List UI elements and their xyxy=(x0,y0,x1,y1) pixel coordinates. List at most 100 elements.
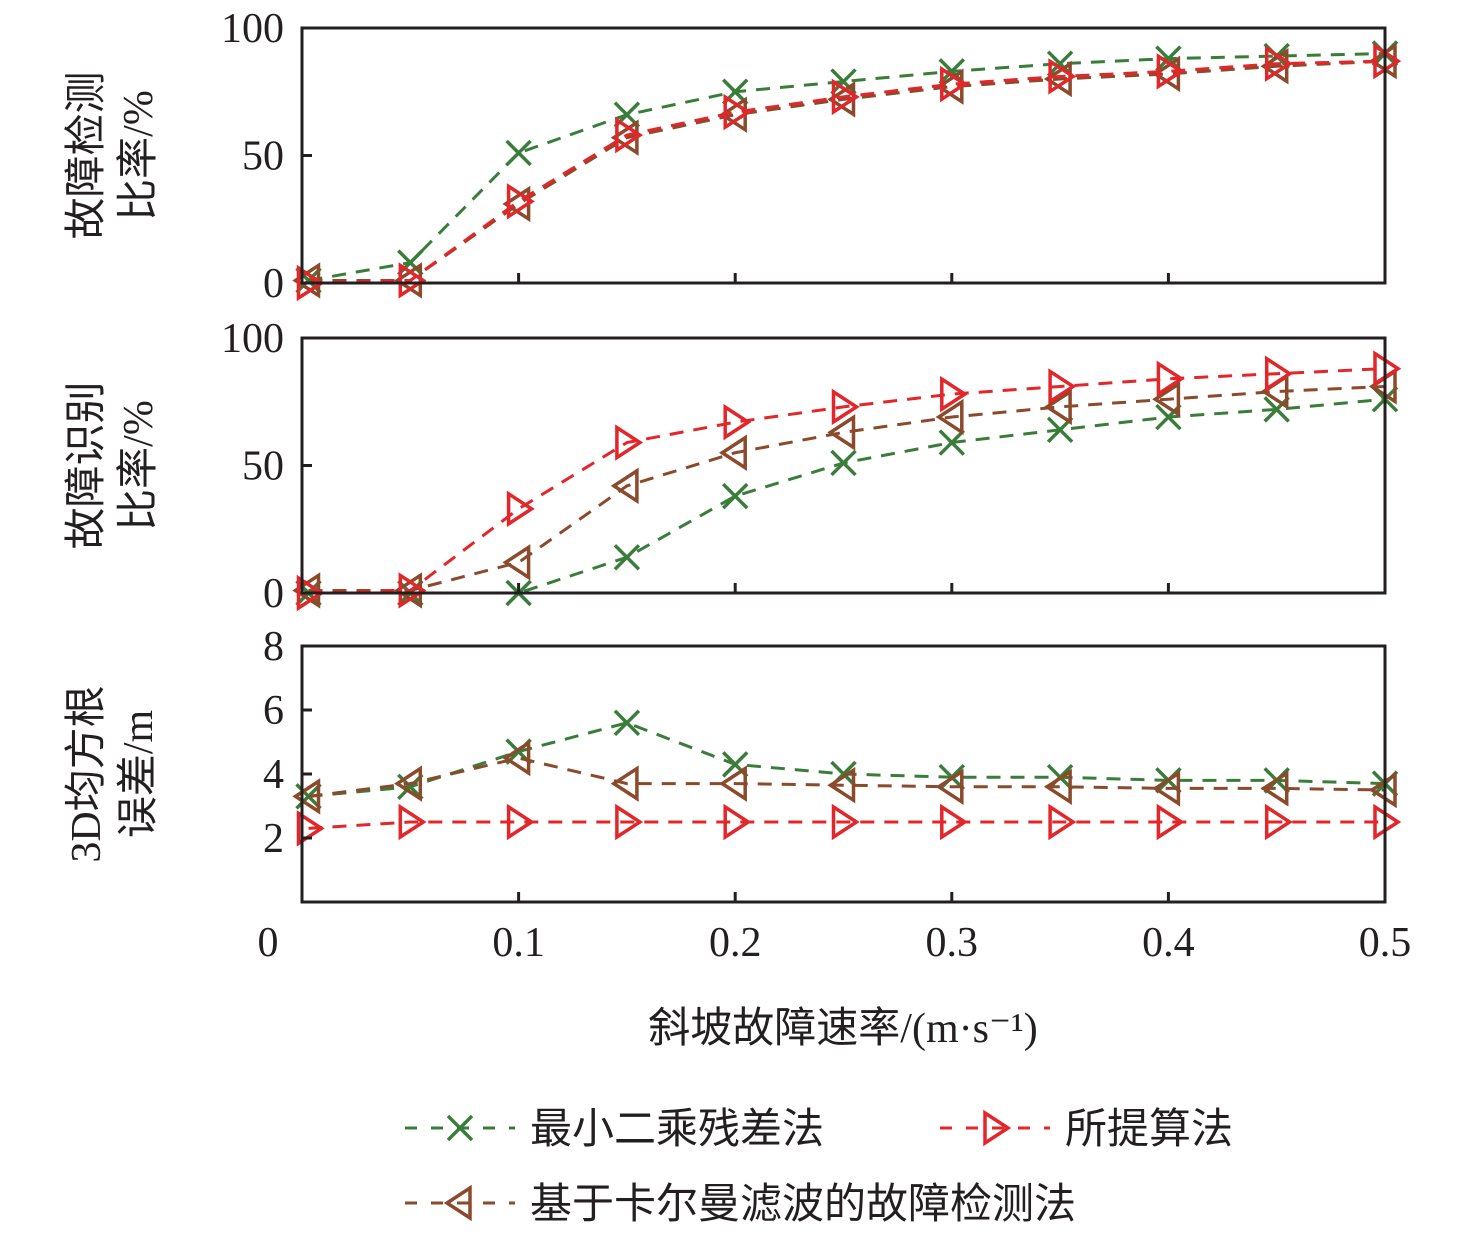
data-point-ls xyxy=(721,751,749,778)
data-point-prop xyxy=(615,116,644,154)
data-point-prop xyxy=(723,93,752,131)
series-line-prop xyxy=(308,820,1385,830)
y-tick-label: 100 xyxy=(221,6,284,52)
data-point-ls xyxy=(830,68,857,95)
data-point-prop xyxy=(1156,360,1185,398)
data-point-kf xyxy=(610,765,639,802)
series-line-ls xyxy=(308,721,1386,798)
data-point-prop xyxy=(1264,803,1293,841)
y-axis-title: 故障识别 xyxy=(64,381,110,549)
data-point-ls xyxy=(1263,396,1290,423)
x-tick-label: 0.5 xyxy=(1359,920,1412,966)
data-point-prop xyxy=(1264,45,1293,82)
series-line-prop xyxy=(308,59,1386,285)
y-tick-label: 4 xyxy=(263,752,284,798)
series-line-prop xyxy=(308,367,1386,595)
y-axis-title: 3D均方根 xyxy=(64,685,110,862)
series-line-kf xyxy=(308,756,1386,798)
panel-bottom: 2 4 6 8 3D均方根 误差/m xyxy=(64,624,1402,904)
y-tick-label: 0 xyxy=(263,261,284,307)
y-axis-title: 误差/m xyxy=(116,710,162,839)
legend-item-prop: 所提算法 xyxy=(940,1107,1233,1153)
legend-label: 最小二乘残差法 xyxy=(530,1107,824,1153)
data-point-prop xyxy=(831,78,860,116)
data-point-prop xyxy=(398,262,427,299)
data-point-prop xyxy=(615,424,644,461)
data-point-prop xyxy=(940,65,969,103)
data-point-prop xyxy=(723,803,752,841)
data-point-prop xyxy=(1048,368,1077,405)
data-point-kf xyxy=(1043,388,1072,426)
legend-item-ls: 最小二乘残差法 xyxy=(405,1107,824,1153)
y-tick-label: 0 xyxy=(263,571,284,617)
data-point-prop xyxy=(296,810,325,847)
data-point-kf xyxy=(610,467,639,505)
data-point-kf xyxy=(1043,768,1072,806)
data-point-prop xyxy=(296,574,325,612)
data-point-kf xyxy=(827,766,856,804)
data-point-kf xyxy=(935,398,964,436)
data-point-kf xyxy=(827,414,856,451)
data-point-ls xyxy=(1155,403,1182,431)
series-line-ls xyxy=(308,397,1386,595)
legend-marker-ls xyxy=(446,1114,474,1142)
x-axis-title: 斜坡故障速率/(m·s⁻¹) xyxy=(648,1005,1037,1052)
data-point-prop xyxy=(1048,58,1077,95)
data-point-kf xyxy=(1260,770,1289,807)
data-point-prop xyxy=(506,490,535,528)
y-tick-label: 8 xyxy=(263,624,284,670)
data-point-prop xyxy=(831,388,860,426)
data-point-prop xyxy=(506,183,535,220)
series-ls xyxy=(295,40,1399,294)
data-point-kf xyxy=(718,434,747,471)
x-tick-label: 0 xyxy=(258,920,279,966)
y-tick-label: 50 xyxy=(242,134,284,180)
y-axis-title: 比率/% xyxy=(115,90,162,221)
data-point-kf xyxy=(292,778,321,815)
data-point-prop xyxy=(940,375,969,413)
data-point-prop xyxy=(1264,355,1293,392)
series-line-kf xyxy=(308,59,1386,282)
panel-top: 0 50 100 故障检测 比率/% xyxy=(63,6,1402,307)
data-point-ls xyxy=(938,429,966,456)
y-axis-title: 比率/% xyxy=(115,400,162,531)
data-point-kf xyxy=(502,739,531,777)
legend-label: 所提算法 xyxy=(1065,1107,1233,1153)
data-point-kf xyxy=(1152,380,1181,418)
data-point-kf xyxy=(502,544,531,581)
data-point-prop xyxy=(398,803,427,841)
data-point-prop xyxy=(1156,803,1185,841)
data-point-kf xyxy=(935,768,964,806)
panel-middle: 0 50 100 故障识别 比率/% xyxy=(64,316,1402,617)
x-tick-label: 0.1 xyxy=(492,920,545,966)
data-point-prop xyxy=(398,572,427,609)
data-point-kf xyxy=(1152,770,1181,807)
series-kf xyxy=(292,739,1397,815)
data-point-prop xyxy=(296,264,325,302)
series-prop xyxy=(296,803,1402,847)
data-point-ls xyxy=(721,482,749,510)
y-tick-label: 100 xyxy=(221,316,284,362)
y-tick-label: 6 xyxy=(263,688,284,734)
data-point-prop xyxy=(940,803,969,841)
data-point-ls xyxy=(505,139,532,167)
series-prop xyxy=(296,42,1402,302)
legend-marker-prop xyxy=(983,1109,1012,1147)
data-point-ls xyxy=(613,709,641,737)
x-axis: 0 0.1 0.2 0.3 0.4 0.5 xyxy=(258,920,1412,966)
y-tick-label: 50 xyxy=(242,444,284,490)
data-point-ls xyxy=(830,449,857,477)
legend-label: 基于卡尔曼滤波的故障检测法 xyxy=(530,1181,1076,1228)
data-point-prop xyxy=(1048,803,1077,841)
data-point-prop xyxy=(615,803,644,841)
x-tick-label: 0.3 xyxy=(926,920,979,966)
series-prop xyxy=(296,350,1402,612)
data-point-prop xyxy=(831,803,860,841)
data-point-ls xyxy=(613,544,641,571)
legend-marker-kf xyxy=(443,1184,472,1222)
x-tick-label: 0.2 xyxy=(709,920,762,966)
data-point-prop xyxy=(723,403,752,441)
